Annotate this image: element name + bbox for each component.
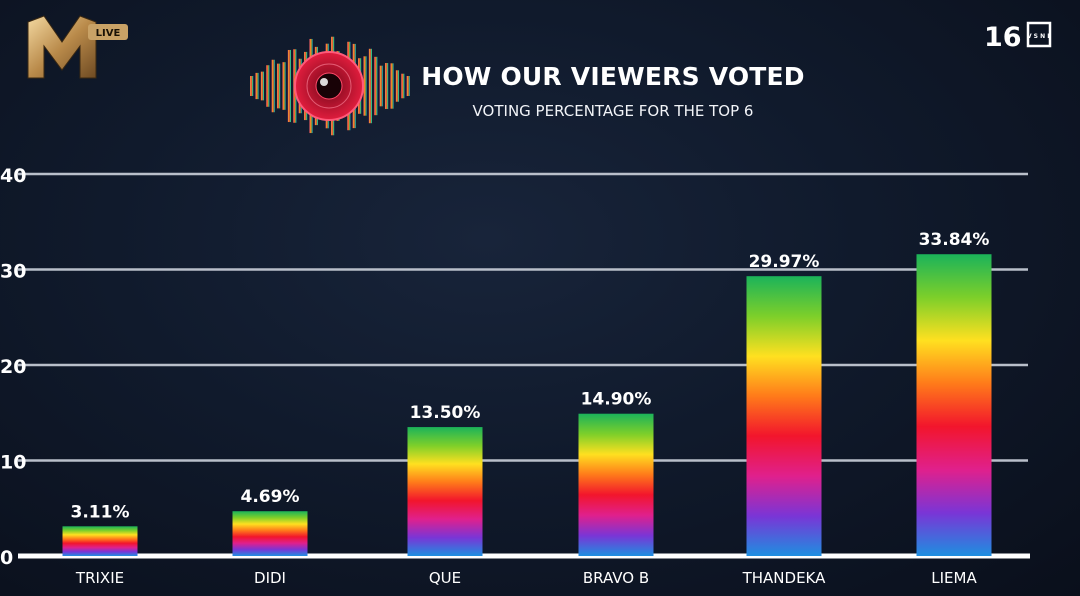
bar-liema — [916, 254, 992, 556]
eye-logo-bar — [385, 63, 389, 109]
x-tick-label: THANDEKA — [742, 569, 827, 587]
eye-logo-bar — [255, 72, 259, 100]
x-tick-label: TRIXIE — [75, 569, 124, 587]
eye-logo-bar — [282, 62, 286, 110]
bar-bravo-b — [578, 413, 654, 556]
bar-value-label: 14.90% — [581, 390, 652, 410]
eye-logo-bar — [260, 71, 264, 101]
content-codes: V S N L — [1027, 33, 1051, 40]
eye-logo-bar — [266, 65, 270, 107]
age-rating-number: 16 — [984, 22, 1022, 50]
eye-logo-bar — [401, 73, 405, 99]
bar-trixie — [62, 526, 138, 556]
eye-logo-bar — [406, 76, 410, 96]
eye-logo-bar — [374, 56, 378, 116]
bar-que — [407, 427, 483, 556]
bar-didi — [232, 511, 308, 556]
eye-logo-bar — [363, 56, 367, 116]
eye-logo-bar — [287, 49, 291, 123]
y-tick-label: 10 — [0, 452, 26, 474]
bar-value-label: 13.50% — [410, 403, 481, 423]
x-tick-label: LIEMA — [931, 569, 977, 587]
bar-value-label: 33.84% — [919, 230, 990, 250]
eye-logo-bar — [379, 65, 383, 107]
y-tick-label: 30 — [0, 261, 26, 283]
y-tick-label: 0 — [0, 547, 13, 569]
bar-value-label: 29.97% — [749, 252, 820, 272]
y-tick-label: 20 — [0, 356, 26, 378]
x-tick-label: QUE — [429, 569, 461, 587]
show-eye-logo — [250, 36, 410, 136]
x-tick-label: BRAVO B — [583, 569, 649, 587]
chart-title: HOW OUR VIEWERS VOTED — [421, 62, 805, 91]
eye-logo-bar — [395, 70, 399, 102]
live-badge: LIVE — [96, 28, 121, 39]
eye-logo-bar — [271, 59, 275, 113]
chart-subtitle: VOTING PERCENTAGE FOR THE TOP 6 — [472, 102, 754, 120]
bar-value-label: 4.69% — [241, 487, 300, 507]
y-tick-label: 40 — [0, 165, 26, 187]
channel-logo: LIVE — [27, 15, 128, 79]
bar-value-label: 3.11% — [71, 502, 130, 522]
bar-thandeka — [746, 276, 822, 556]
x-tick-label: DIDI — [254, 569, 286, 587]
eye-logo-bar — [390, 63, 394, 109]
eye-logo-bar — [277, 63, 281, 109]
eye-logo-bar — [368, 48, 372, 124]
age-rating-badge: 16 V S N L — [984, 21, 1052, 50]
eye-logo-bar — [250, 76, 254, 96]
